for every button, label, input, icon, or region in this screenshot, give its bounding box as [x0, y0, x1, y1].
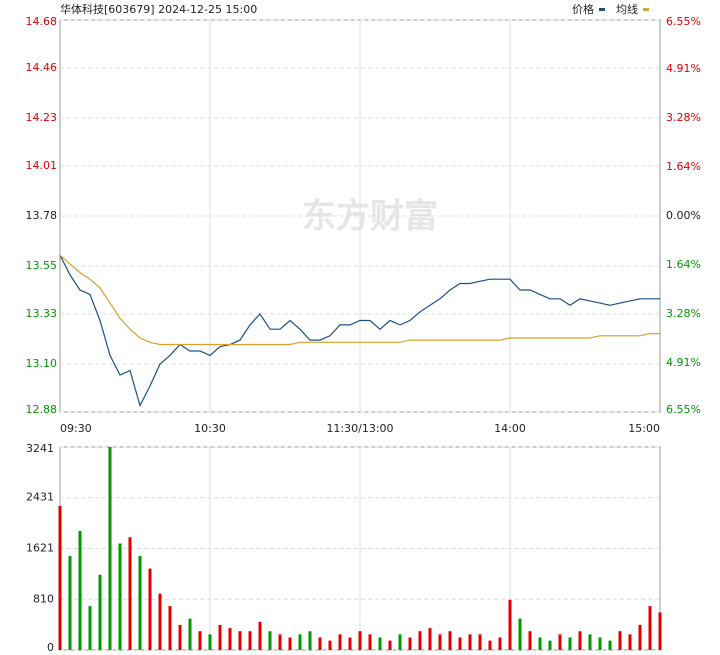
- volume-bar: [638, 624, 642, 650]
- y-tick-label: 14.68: [26, 15, 58, 28]
- volume-bar: [608, 640, 612, 650]
- y2-tick-label: 0.00%: [666, 209, 701, 222]
- volume-bar: [258, 621, 262, 650]
- volume-bar: [448, 631, 452, 650]
- volume-bar: [118, 543, 122, 650]
- volume-bar: [588, 634, 592, 650]
- volume-bar: [98, 574, 102, 650]
- volume-bar: [578, 631, 582, 650]
- volume-tick-label: 810: [33, 592, 54, 605]
- x-tick-label: 14:00: [494, 422, 526, 435]
- volume-bar: [478, 634, 482, 650]
- volume-bar: [388, 640, 392, 650]
- volume-bar: [78, 530, 82, 650]
- volume-bar: [368, 634, 372, 650]
- volume-bar: [208, 634, 212, 650]
- volume-bar: [548, 640, 552, 650]
- volume-bar: [278, 634, 282, 650]
- volume-bar: [238, 631, 242, 650]
- series-line: [59, 254, 660, 408]
- volume-bar: [488, 640, 492, 650]
- y-tick-label: 13.10: [26, 357, 58, 370]
- volume-bar: [198, 631, 202, 650]
- volume-bar: [428, 628, 432, 650]
- volume-bar: [138, 556, 142, 650]
- volume-bar: [128, 537, 132, 650]
- y2-tick-label: 6.55%: [666, 403, 701, 416]
- volume-bar: [408, 637, 412, 650]
- x-tick-label: 15:00: [628, 422, 660, 435]
- volume-tick-label: 2431: [26, 491, 54, 504]
- volume-bar: [558, 634, 562, 650]
- volume-bar: [508, 599, 512, 650]
- volume-bar: [88, 606, 92, 650]
- volume-bar: [498, 637, 502, 650]
- y2-tick-label: 1.64%: [666, 160, 701, 173]
- volume-bar: [248, 631, 252, 650]
- volume-bar: [438, 634, 442, 650]
- y-tick-label: 14.01: [26, 159, 58, 172]
- volume-tick-label: 1621: [26, 541, 54, 554]
- y-tick-label: 13.78: [26, 209, 58, 222]
- volume-bar: [318, 637, 322, 650]
- volume-bar: [378, 637, 382, 650]
- volume-bar: [398, 634, 402, 650]
- y-tick-label: 12.88: [26, 403, 58, 416]
- legend-swatch: [599, 8, 605, 11]
- volume-bar: [458, 637, 462, 650]
- volume-bar: [338, 634, 342, 650]
- volume-bar: [528, 631, 532, 650]
- x-tick-label: 11:30/13:00: [326, 422, 393, 435]
- volume-bar: [418, 631, 422, 650]
- y2-tick-label: 6.55%: [666, 15, 701, 28]
- volume-bar: [648, 606, 652, 650]
- chart-title: 华体科技[603679] 2024-12-25 15:00: [60, 2, 257, 16]
- volume-tick-label: 3241: [26, 442, 54, 455]
- y-tick-label: 13.55: [26, 259, 58, 272]
- x-tick-label: 09:30: [60, 422, 92, 435]
- volume-bar: [58, 505, 62, 650]
- volume-bar: [188, 618, 192, 650]
- y-tick-label: 14.46: [26, 61, 58, 74]
- volume-bar: [158, 593, 162, 650]
- volume-bar: [468, 634, 472, 650]
- volume-bar: [518, 618, 522, 650]
- legend-label: 均线: [616, 2, 638, 16]
- volume-bar: [68, 556, 72, 650]
- volume-bar: [228, 628, 232, 650]
- y-tick-label: 13.33: [26, 307, 58, 320]
- y2-tick-label: 4.91%: [666, 62, 701, 75]
- y2-tick-label: 4.91%: [666, 356, 701, 369]
- volume-bar: [308, 631, 312, 650]
- volume-bar: [268, 631, 272, 650]
- volume-bar: [568, 637, 572, 650]
- volume-bar: [598, 637, 602, 650]
- volume-bar: [538, 637, 542, 650]
- y2-tick-label: 3.28%: [666, 111, 701, 124]
- volume-bar: [288, 637, 292, 650]
- volume-bar: [658, 612, 662, 650]
- volume-bar: [358, 631, 362, 650]
- x-tick-label: 10:30: [194, 422, 226, 435]
- legend-swatch: [643, 8, 649, 11]
- volume-tick-label: 0: [47, 641, 54, 654]
- volume-bar: [628, 634, 632, 650]
- volume-bar: [298, 634, 302, 650]
- y2-tick-label: 3.28%: [666, 307, 701, 320]
- volume-bar: [148, 568, 152, 650]
- volume-bar: [218, 624, 222, 650]
- volume-bar: [108, 447, 112, 650]
- volume-bar: [348, 637, 352, 650]
- series-line: [59, 254, 660, 346]
- legend-label: 价格: [572, 2, 594, 16]
- y2-tick-label: 1.64%: [666, 258, 701, 271]
- y-tick-label: 14.23: [26, 111, 58, 124]
- volume-bar: [328, 640, 332, 650]
- volume-bar: [178, 624, 182, 650]
- volume-bar: [618, 631, 622, 650]
- volume-bar: [168, 606, 172, 650]
